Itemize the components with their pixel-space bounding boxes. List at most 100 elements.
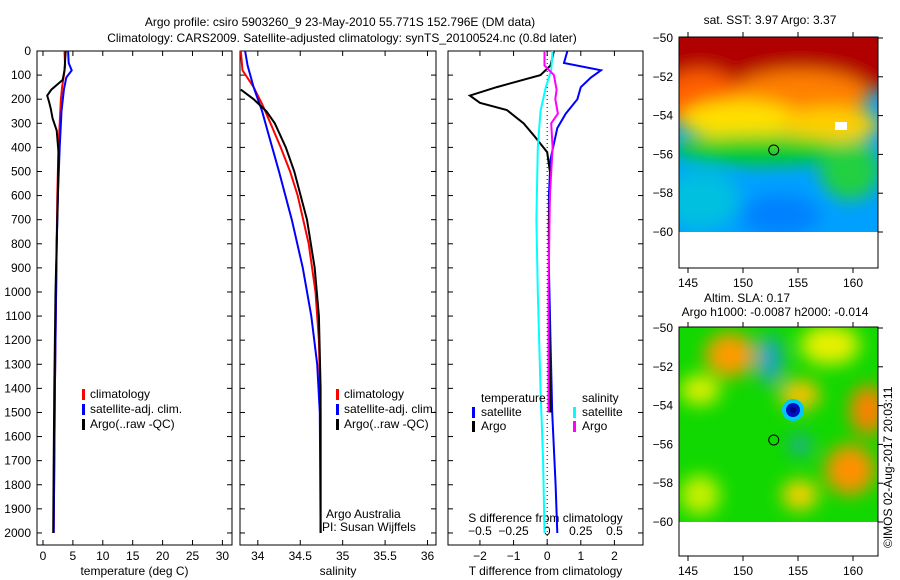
legend-label: Argo(..raw -QC)	[90, 417, 175, 431]
title-line-2: Climatology: CARS2009. Satellite-adjuste…	[107, 31, 577, 45]
lon-tick-label: 145	[678, 564, 698, 578]
y-tick-label: 1400	[4, 381, 31, 395]
lat-tick-label: −56	[653, 147, 674, 161]
lon-tick-label: 150	[733, 276, 753, 290]
legend-heading-temperature: temperature	[481, 391, 546, 405]
x-tick-label: 34	[251, 549, 265, 563]
pi-text: PI: Susan Wijffels	[322, 520, 416, 534]
y-tick-label: 300	[11, 116, 31, 130]
legend-swatch	[472, 407, 475, 418]
argo-location-marker	[768, 144, 780, 156]
lat-tick-label: −50	[653, 31, 674, 45]
legend-swatch	[573, 407, 576, 418]
y-tick-label: 800	[11, 237, 31, 251]
sst-map-axes: 145 150 155 160 −50 −52 −54 −56 −58 −60	[653, 31, 883, 290]
x-tick-label: −1	[507, 549, 521, 563]
x-tick-label: 1	[577, 549, 584, 563]
lat-tick-label: −58	[653, 186, 674, 200]
argo-location-marker	[768, 434, 780, 446]
lon-tick-label: 150	[733, 564, 753, 578]
legend-label: satellite	[481, 405, 522, 419]
lon-tick-label: 155	[788, 564, 808, 578]
credit-text: Argo Australia	[326, 507, 401, 521]
x-tick-label: 35.5	[373, 549, 397, 563]
sla-map-axes: 145 150 155 160 −50 −52 −54 −56 −58 −60	[653, 321, 883, 578]
x-axis-label: T difference from climatology	[469, 564, 623, 578]
x2-tick-label: −0.5	[468, 524, 492, 538]
x-tick-label: 15	[126, 549, 140, 563]
sla-map: Altim. SLA: 0.17 Argo h1000: -0.0087 h20…	[653, 291, 883, 578]
title-line-1: Argo profile: csiro 5903260_9 23-May-201…	[145, 15, 535, 29]
y-tick-label: 1000	[4, 285, 31, 299]
panel-temperature: 0 5 10 15 20 25 30 temperature (deg C) 0 100 200 30…	[4, 44, 233, 578]
legend-swatch	[82, 389, 85, 400]
x-tick-label: 25	[186, 549, 200, 563]
x-tick-label: 36	[421, 549, 435, 563]
sla-map-title-2: Argo h1000: -0.0087 h2000: -0.014	[682, 305, 869, 319]
plot-frame	[447, 50, 644, 546]
y-tick-label: 0	[24, 44, 31, 58]
lat-tick-label: −54	[653, 109, 674, 123]
lon-tick-label: 160	[843, 564, 863, 578]
legend-swatch	[82, 404, 85, 415]
legend-swatch	[336, 419, 339, 430]
x-tick-label: 35	[336, 549, 350, 563]
lat-tick-label: −56	[653, 437, 674, 451]
y-tick-label: 1600	[4, 430, 31, 444]
legend-label: Argo	[481, 419, 507, 433]
y-tick-label: 700	[11, 213, 31, 227]
legend-label: climatology	[344, 387, 404, 401]
legend-label: Argo(..raw -QC)	[344, 417, 429, 431]
lon-tick-label: 145	[678, 276, 698, 290]
series-climatology	[239, 50, 322, 533]
series-t-satellite	[547, 50, 604, 534]
missing-data-patch	[835, 122, 847, 130]
legend-label: satellite-adj. clim.	[344, 402, 436, 416]
plot-frame	[36, 50, 233, 546]
series-satellite-adj-clim-	[244, 50, 322, 534]
y-tick-label: 1800	[4, 478, 31, 492]
lon-tick-label: 160	[843, 276, 863, 290]
legend-heading-salinity: salinity	[582, 391, 619, 405]
y-tick-label: 1500	[4, 405, 31, 419]
plot-frame	[239, 50, 437, 546]
lat-tick-label: −52	[653, 70, 674, 84]
x2-tick-label: −0.25	[498, 524, 529, 538]
y-tick-label: 900	[11, 261, 31, 275]
x-tick-label: 5	[70, 549, 77, 563]
lon-tick-label: 155	[788, 276, 808, 290]
y-tick-label: 100	[11, 68, 31, 82]
y-tick-label: 600	[11, 189, 31, 203]
y-tick-label: 1100	[5, 309, 31, 323]
legend-swatch	[573, 421, 576, 432]
legend-swatch	[336, 404, 339, 415]
y-tick-label: 1200	[4, 333, 31, 347]
sla-map-title-1: Altim. SLA: 0.17	[704, 291, 790, 305]
series-s-satellite	[535, 50, 554, 534]
lat-tick-label: −60	[653, 225, 674, 239]
x2-axis-label: S difference from climatology	[468, 511, 623, 525]
y-tick-label: 500	[11, 164, 31, 178]
lat-tick-label: −52	[653, 360, 674, 374]
x2-tick-label: 0.5	[606, 524, 623, 538]
y-tick-label: 200	[11, 92, 31, 106]
legend-swatch	[336, 389, 339, 400]
lat-tick-label: −60	[653, 515, 674, 529]
x-axis-label: temperature (deg C)	[80, 564, 188, 578]
x-tick-label: −2	[473, 549, 487, 563]
legend-swatch	[472, 421, 475, 432]
lat-tick-label: −50	[653, 321, 674, 335]
series-s-argo	[543, 51, 559, 413]
series-argo-raw-qc-	[46, 50, 67, 534]
sla-field	[679, 327, 878, 522]
x-tick-label: 20	[156, 549, 170, 563]
x-tick-label: 0	[40, 549, 47, 563]
panel-salinity: 34 34.5 35 35.5 36 salinity climatologysatelli…	[239, 50, 437, 578]
lat-tick-label: −58	[653, 476, 674, 490]
sst-field	[679, 37, 878, 232]
legend-swatch	[82, 419, 85, 430]
panel-difference: −2 −1 0 1 2T difference from climatology −0.5…	[447, 50, 644, 578]
y-tick-label: 1900	[4, 502, 31, 516]
sst-map: sat. SST: 3.97 Argo: 3.37 145 150 155 160 −5…	[653, 13, 883, 290]
